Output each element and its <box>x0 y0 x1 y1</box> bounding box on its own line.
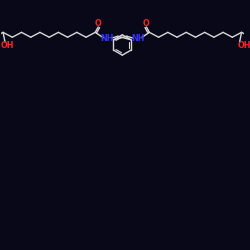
Text: O: O <box>143 19 150 28</box>
Text: NH: NH <box>131 34 145 43</box>
Text: NH: NH <box>100 34 114 43</box>
Text: O: O <box>95 19 102 28</box>
Text: OH: OH <box>237 41 250 50</box>
Text: OH: OH <box>1 41 14 50</box>
